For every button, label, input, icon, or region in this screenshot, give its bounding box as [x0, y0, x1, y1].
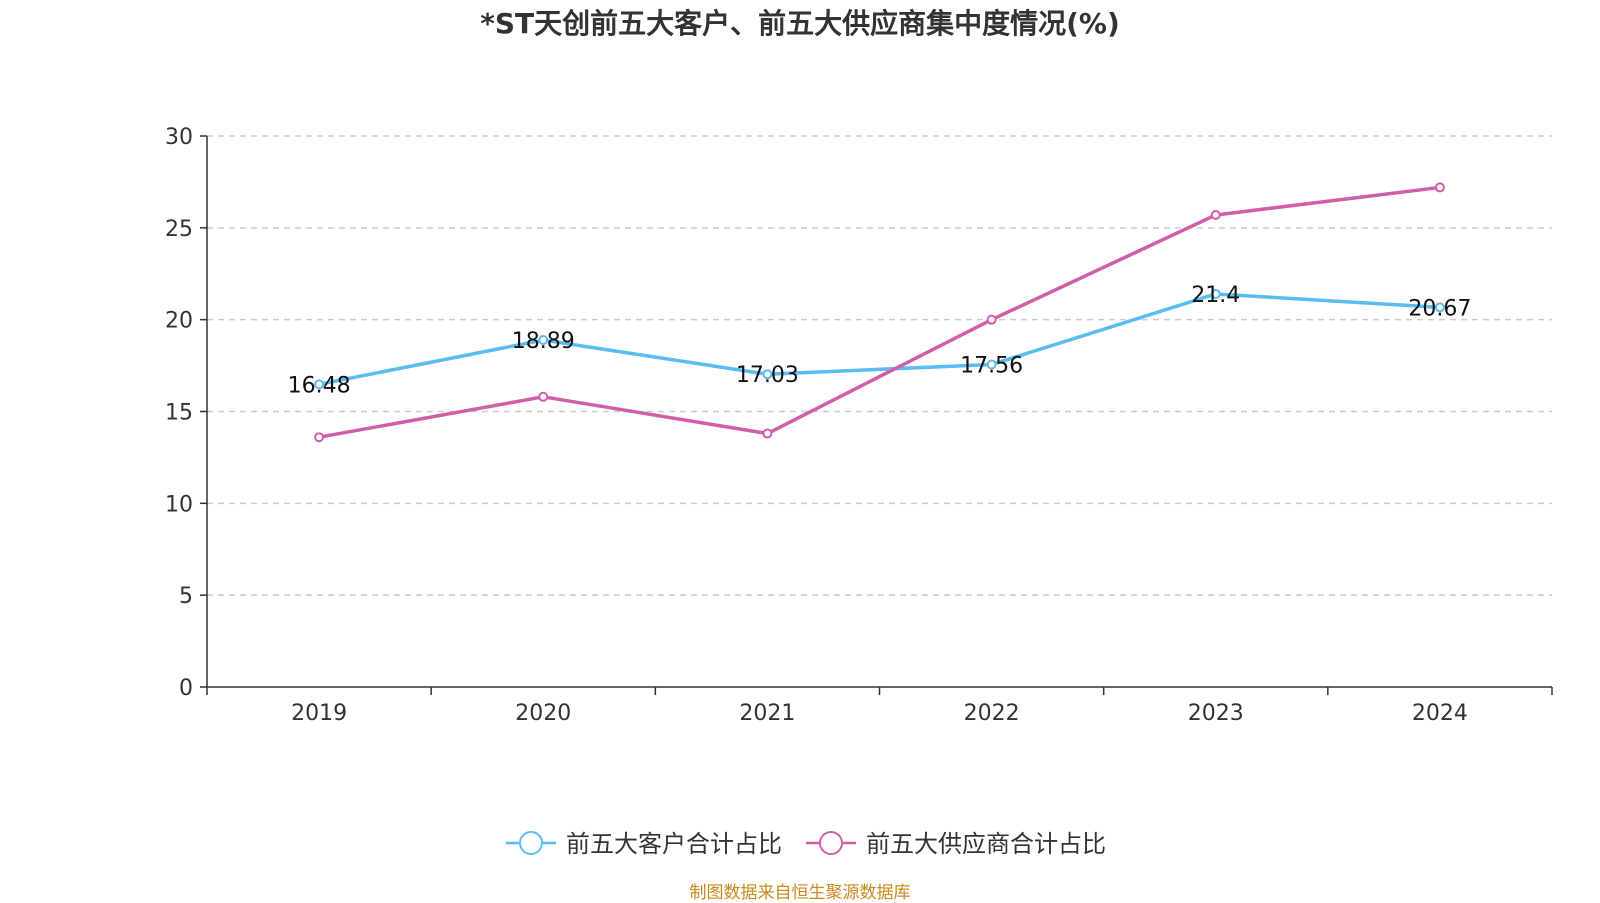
x-tick-label-2021: 2021 — [739, 701, 795, 726]
legend-label-1[interactable]: 前五大供应商合计占比 — [866, 830, 1106, 858]
y-tick-label-25: 25 — [165, 217, 193, 242]
data-label-s0-2024: 20.67 — [1408, 296, 1471, 321]
y-tick-label-15: 15 — [165, 401, 193, 426]
y-tick-label-30: 30 — [165, 125, 193, 150]
data-point-s1-2019[interactable] — [314, 432, 325, 443]
axes: 0 5 10 15 20 25 30 2019 2020 2021 2022 2023 2024 — [165, 125, 1553, 726]
chart-title: *ST天创前五大客户、前五大供应商集中度情况(%) — [480, 7, 1120, 40]
x-tick-label-2023: 2023 — [1188, 701, 1244, 726]
x-tick-label-2024: 2024 — [1412, 701, 1468, 726]
data-point-s0-2020[interactable] — [538, 335, 549, 346]
y-tick-label-0: 0 — [179, 676, 193, 701]
data-label-s0-2022: 17.56 — [960, 353, 1023, 378]
y-tick-label-10: 10 — [165, 492, 193, 517]
y-tick-label-5: 5 — [179, 584, 193, 609]
data-point-s1-2021[interactable] — [762, 428, 773, 439]
data-point-s0-2023[interactable] — [1210, 288, 1221, 299]
data-label-s0-2019: 16.48 — [288, 373, 351, 398]
data-point-s0-2021[interactable] — [762, 369, 773, 380]
data-point-s1-2023[interactable] — [1210, 209, 1221, 220]
x-tick-label-2022: 2022 — [964, 701, 1020, 726]
legend-marker-0[interactable] — [519, 831, 543, 855]
series-line-1 — [318, 185, 1441, 439]
source-note: 制图数据来自恒生聚源数据库 — [689, 883, 911, 903]
grid-lines — [207, 135, 1552, 596]
y-tick-label-20: 20 — [165, 309, 193, 334]
series-lines — [314, 182, 1445, 443]
data-label-s0-2023: 21.4 — [1191, 283, 1240, 308]
legend-label-0[interactable]: 前五大客户合计占比 — [566, 830, 782, 858]
data-label-s0-2021: 17.03 — [736, 363, 799, 388]
data-point-s0-2019[interactable] — [314, 379, 325, 390]
series-line-0 — [318, 292, 1441, 387]
x-tick-label-2019: 2019 — [291, 701, 347, 726]
data-point-s1-2020[interactable] — [538, 391, 549, 402]
data-point-s1-2022[interactable] — [986, 314, 997, 325]
data-point-s1-2024[interactable] — [1434, 182, 1445, 193]
data-labels: 16.48 18.89 17.03 17.56 21.4 20.67 — [288, 283, 1472, 398]
data-point-s0-2022[interactable] — [986, 359, 997, 370]
legend[interactable]: 前五大客户合计占比 前五大供应商合计占比 — [506, 830, 1106, 858]
data-label-s0-2020: 18.89 — [512, 329, 575, 354]
x-tick-label-2020: 2020 — [515, 701, 571, 726]
legend-marker-1[interactable] — [819, 831, 843, 855]
data-point-s0-2024[interactable] — [1434, 302, 1445, 313]
